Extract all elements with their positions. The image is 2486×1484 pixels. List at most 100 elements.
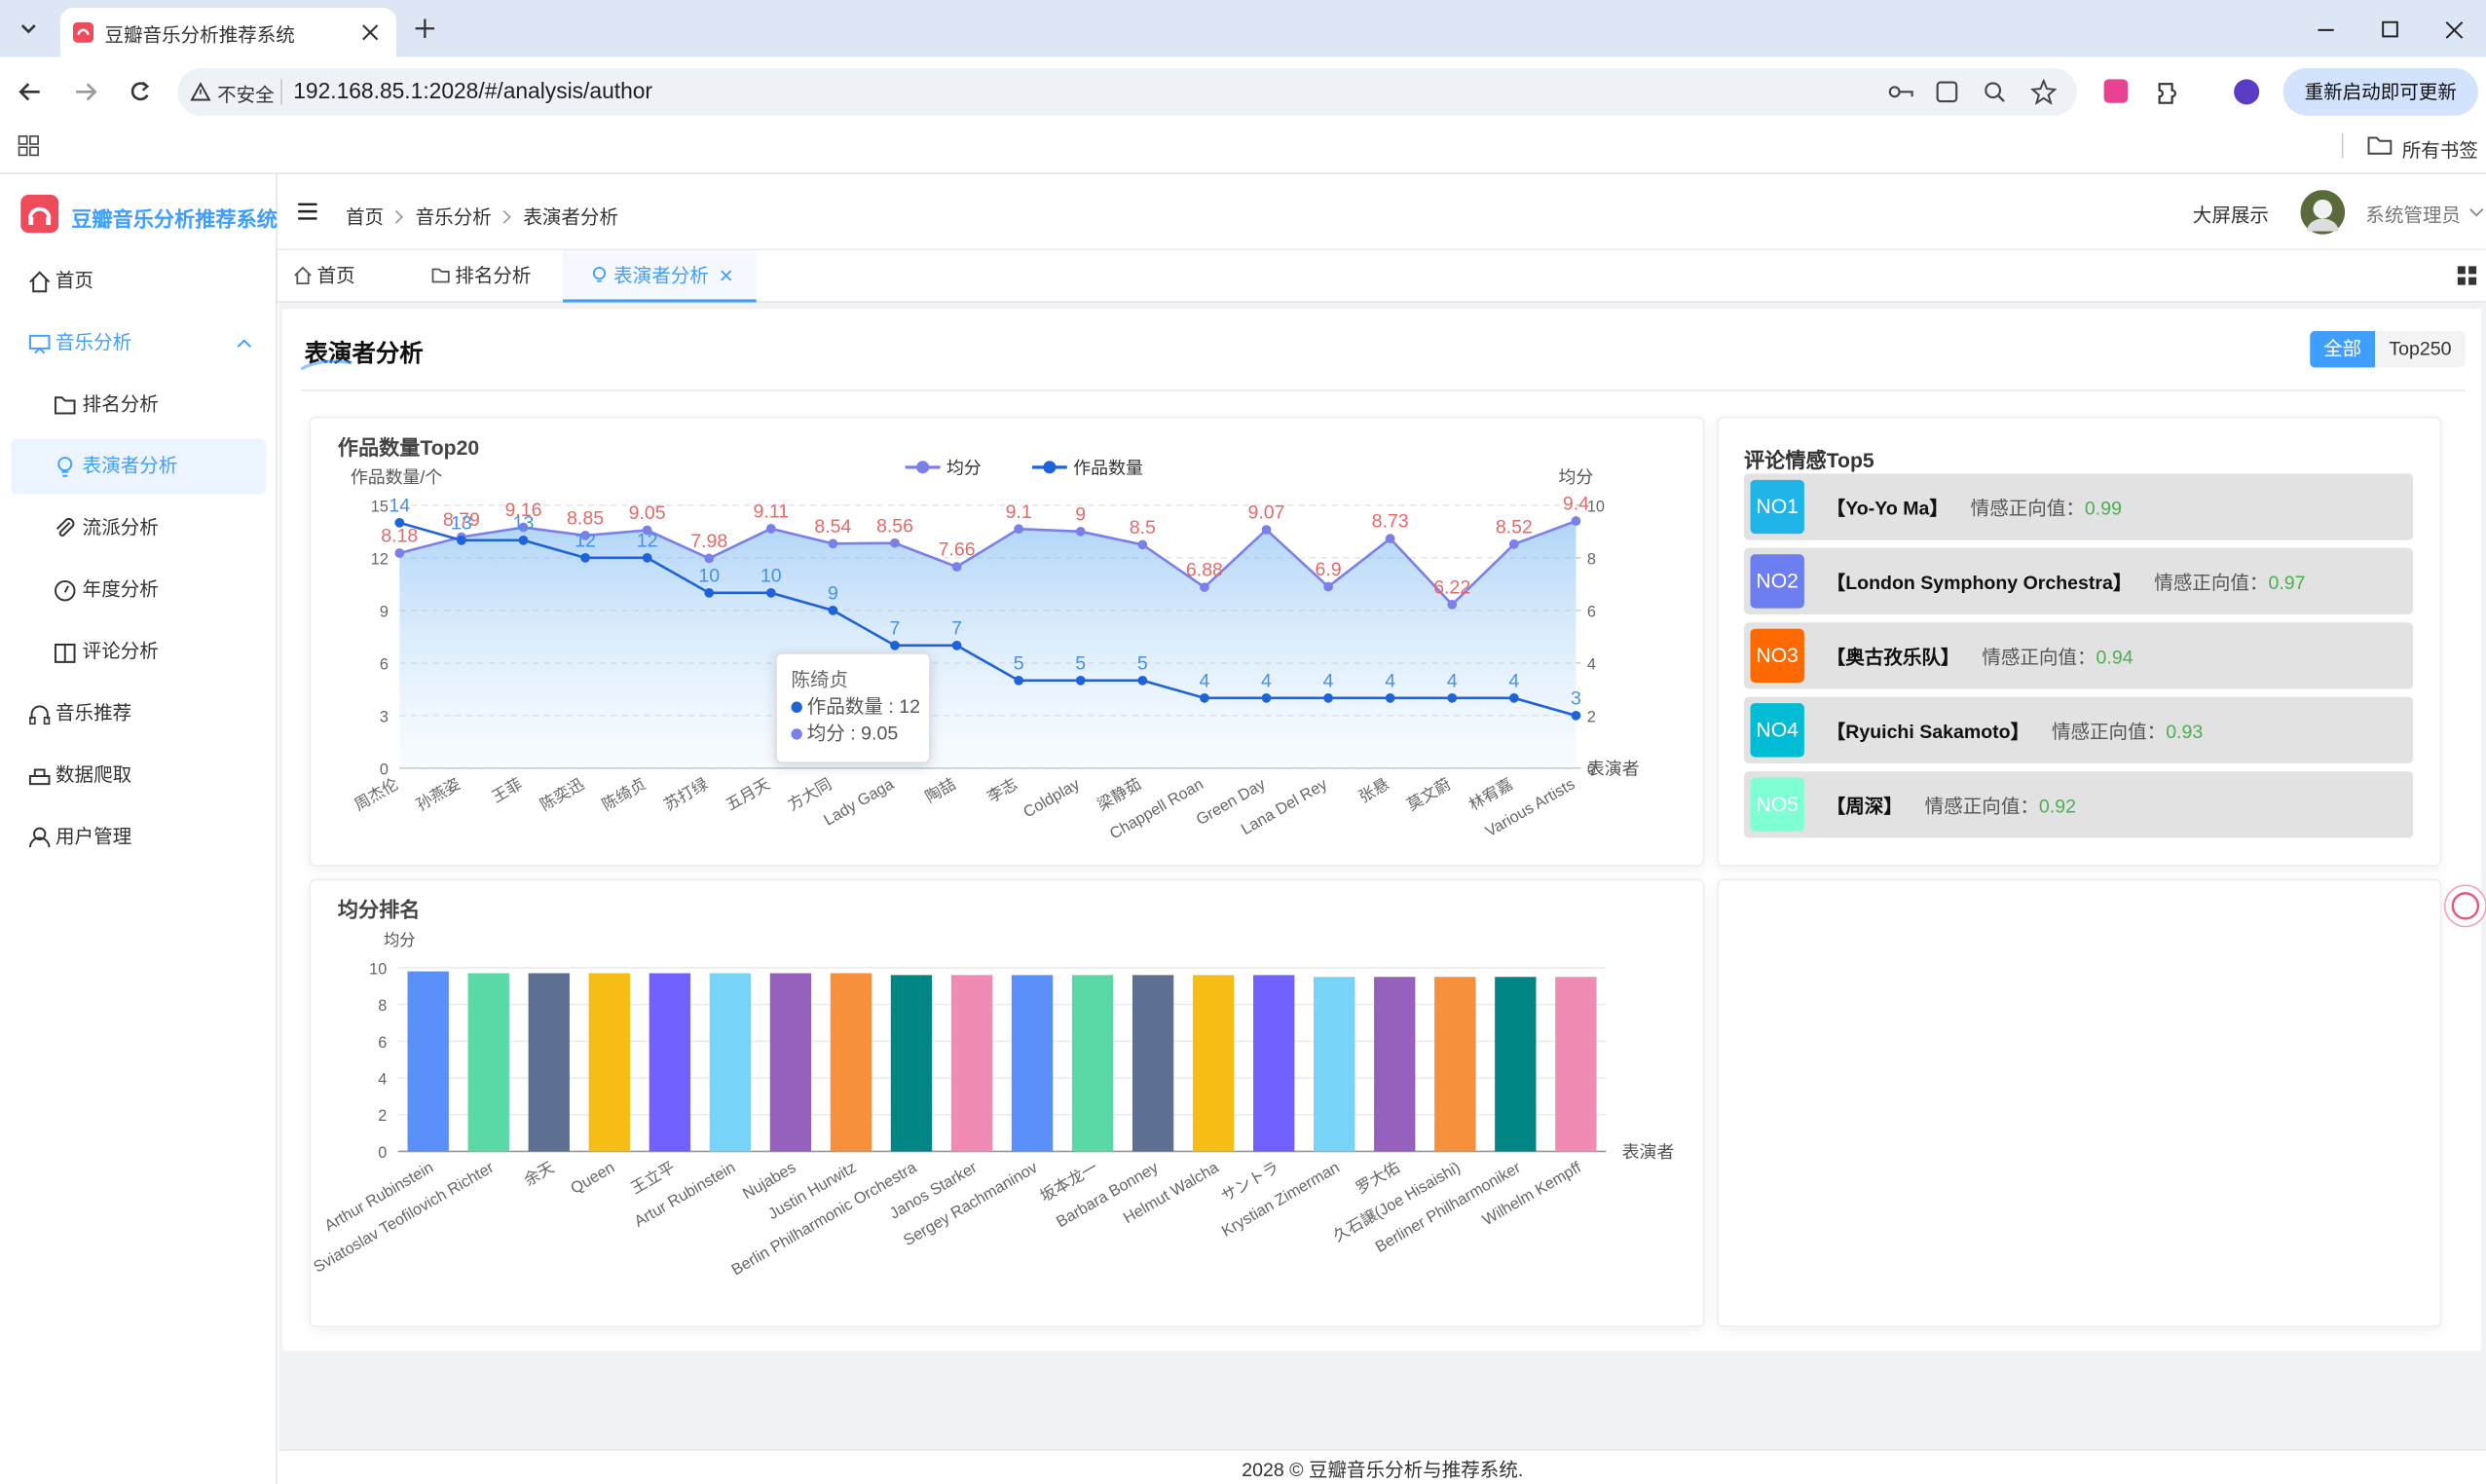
data-label: 5: [1075, 652, 1086, 674]
menu-item[interactable]: 音乐分析: [11, 315, 266, 371]
apps-icon[interactable]: [18, 134, 40, 157]
tab-close[interactable]: [361, 23, 379, 41]
y-tick-label: 3: [380, 708, 389, 725]
point: [704, 553, 715, 564]
menu-label: 音乐分析: [55, 330, 132, 353]
data-label: 4: [1447, 670, 1458, 691]
data-label: 8.18: [381, 526, 418, 547]
menu-item[interactable]: 排名分析: [11, 377, 266, 432]
bar: [528, 973, 570, 1152]
data-label: 7: [951, 617, 962, 639]
bar: [407, 971, 449, 1152]
x-tick-label: 五月天: [724, 775, 773, 814]
browser-tab[interactable]: 豆瓣音乐分析推荐系统: [59, 8, 397, 57]
warning-icon: [190, 82, 211, 101]
area: [399, 521, 1577, 768]
tag-icon: [431, 268, 450, 283]
data-label: 13: [451, 512, 472, 534]
x-tick-label: 余天: [521, 1158, 558, 1190]
empty-card: [1717, 878, 2442, 1328]
tag-close[interactable]: [720, 270, 732, 282]
layout-icon[interactable]: [2457, 266, 2477, 285]
menu-item[interactable]: 年度分析: [11, 562, 266, 617]
point: [828, 605, 838, 615]
tag-active[interactable]: 表演者分析: [563, 249, 757, 303]
data-label: 9.07: [1248, 502, 1285, 524]
y-tick-label: 0: [378, 1144, 387, 1162]
point: [765, 524, 776, 534]
menu-item[interactable]: 音乐推荐: [11, 686, 266, 741]
all-bookmarks[interactable]: 所有书签: [2401, 139, 2478, 162]
sentiment-title: 评论情感Top5: [1744, 448, 1874, 472]
menu-label: 音乐推荐: [55, 701, 132, 724]
x-tick-label: 孙燕姿: [414, 775, 464, 814]
data-label: 8.52: [1496, 516, 1533, 538]
menu-icon: [56, 518, 75, 537]
window-controls[interactable]: [2315, 19, 2473, 42]
menu-item[interactable]: 用户管理: [11, 809, 266, 865]
breadcrumb-item[interactable]: 首页: [345, 205, 385, 229]
x-tick-label: 陈绮贞: [599, 775, 649, 814]
sentiment-row: NO4 【Ryuichi Sakamoto】 情感正向值：0.93: [1744, 696, 2414, 763]
menu-item[interactable]: 流派分析: [11, 501, 266, 556]
data-label: 4: [1508, 670, 1519, 691]
new-tab[interactable]: [414, 18, 436, 40]
y-tick-label: 6: [380, 655, 389, 673]
data-label: 7: [890, 617, 901, 639]
bar: [1374, 977, 1416, 1152]
name: 【Yo-Yo Ma】: [1826, 497, 1948, 520]
point: [951, 562, 962, 572]
point: [1447, 600, 1458, 610]
menu-item[interactable]: 评论分析: [11, 624, 266, 680]
menu-item-active[interactable]: 表演者分析: [11, 438, 267, 495]
sentiment-value: 0.93: [2166, 721, 2204, 743]
point: [1137, 539, 1148, 550]
filter-button-active[interactable]: 全部: [2310, 330, 2376, 368]
value-label: 情感正向值：: [2154, 572, 2269, 594]
y2-tick-label: 10: [1587, 498, 1605, 515]
breadcrumb-item[interactable]: 音乐分析: [415, 205, 492, 229]
nav-buttons[interactable]: [16, 79, 159, 104]
folder-icon: [2367, 136, 2393, 155]
screen-button[interactable]: 大屏展示: [2192, 204, 2269, 227]
extensions[interactable]: [2102, 78, 2264, 106]
point: [1323, 692, 1333, 703]
avatar[interactable]: [2300, 190, 2346, 235]
divider: [2341, 132, 2344, 159]
y-tick-label: 4: [378, 1071, 387, 1089]
url-bar[interactable]: 不安全 192.168.85.1:2028/#/analysis/author: [177, 67, 2077, 116]
update-button[interactable]: 重新启动即可更新: [2282, 67, 2478, 116]
chevron: [390, 209, 403, 224]
tooltip-items: 作品数量12均分9.05: [791, 693, 920, 747]
y2-axis-label: 均分: [1559, 467, 1594, 487]
hamburger[interactable]: [298, 203, 317, 220]
data-label: 4: [1385, 670, 1395, 691]
rank-badge: NO1: [1750, 479, 1804, 535]
security-label: 不安全: [217, 84, 275, 106]
url-icons[interactable]: [1887, 79, 2064, 105]
bar: [890, 975, 933, 1152]
y-tick-label: 12: [371, 550, 389, 568]
tooltip-value: 12: [883, 695, 920, 718]
bar: [1011, 975, 1054, 1152]
data-label: 9.05: [629, 502, 666, 524]
menu-item[interactable]: 数据爬取: [11, 748, 266, 803]
tag[interactable]: 排名分析: [431, 250, 558, 301]
menu-icon: [55, 644, 76, 663]
line: [398, 519, 1577, 607]
line: [398, 521, 1577, 718]
performer-name: 【奥古孜乐队】 情感正向值：0.94: [1827, 643, 2134, 670]
tag[interactable]: 首页: [293, 250, 397, 301]
user-name[interactable]: 系统管理员: [2365, 204, 2461, 227]
menu-item[interactable]: 首页: [11, 253, 266, 309]
tab-list-button[interactable]: [16, 16, 41, 41]
filter-button[interactable]: Top250: [2375, 330, 2466, 368]
bar: [649, 973, 690, 1152]
menu-label: 年度分析: [82, 577, 159, 601]
data-label: 14: [389, 495, 410, 516]
data-label: 9.16: [504, 500, 541, 521]
x-tick-label: Barbara Bonney: [1054, 1158, 1163, 1231]
translate-float[interactable]: [2443, 884, 2486, 929]
data-label: 7.98: [690, 531, 727, 552]
